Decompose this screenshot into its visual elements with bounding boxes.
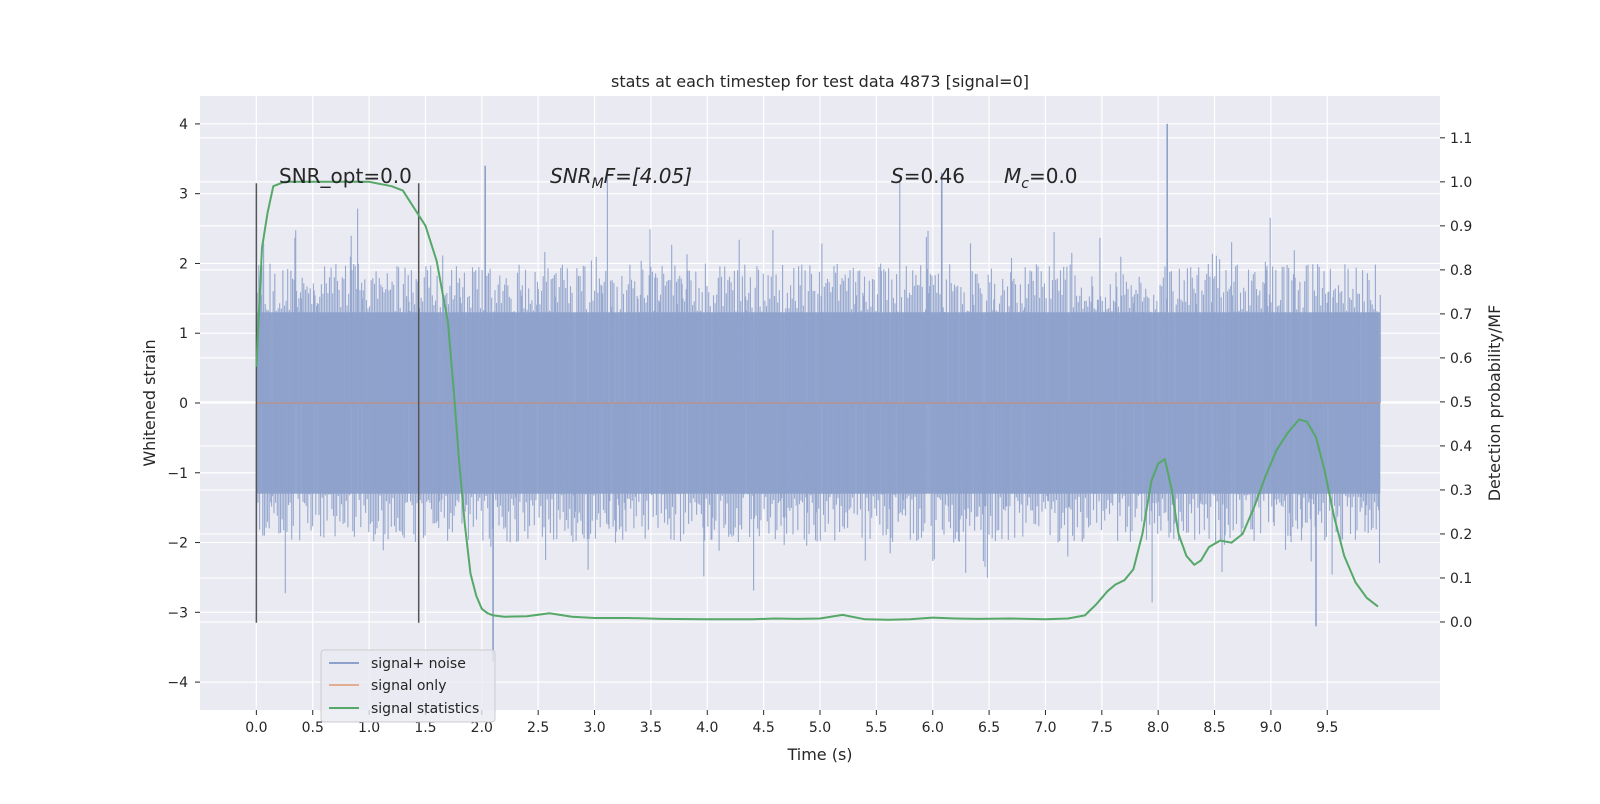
x-tick-label: 0.0 xyxy=(245,720,267,736)
annotation-s: S=0.46 xyxy=(891,164,965,188)
x-tick-label: 4.0 xyxy=(696,720,718,736)
y-tick-label-right: 0.4 xyxy=(1450,439,1472,455)
x-tick-label: 6.0 xyxy=(922,720,944,736)
y-tick-label-left: −1 xyxy=(167,466,188,482)
y-tick-label-right: 0.3 xyxy=(1450,483,1472,499)
x-tick-label: 3.0 xyxy=(583,720,605,736)
y-tick-label-right: 1.1 xyxy=(1450,131,1472,147)
y-axis-label-right: Detection probability/MF xyxy=(1485,305,1504,502)
annotation-snr-mf-sub: M xyxy=(592,176,604,192)
y-tick-label-right: 0.2 xyxy=(1450,527,1472,543)
legend-label-signal-statistics: signal statistics xyxy=(371,701,479,717)
y-tick-label-right: 0.5 xyxy=(1450,395,1472,411)
y-axis-label-left: Whitened strain xyxy=(140,339,159,466)
x-tick-label: 2.0 xyxy=(471,720,493,736)
annotation-snr-mf-rest: F=[4.05] xyxy=(604,164,692,188)
y-tick-label-left: 3 xyxy=(179,187,188,203)
x-tick-label: 9.5 xyxy=(1316,720,1338,736)
y-tick-label-right: 0.8 xyxy=(1450,263,1472,279)
y-tick-label-left: −4 xyxy=(167,675,188,691)
x-tick-label: 8.5 xyxy=(1203,720,1225,736)
annotation-mc: Mc=0.0 xyxy=(1004,164,1078,192)
x-tick-label: 5.5 xyxy=(865,720,887,736)
x-tick-label: 6.5 xyxy=(978,720,1000,736)
annotation-s-rest: =0.46 xyxy=(904,164,965,188)
legend-label-signal-noise: signal+ noise xyxy=(371,656,466,672)
x-tick-label: 1.0 xyxy=(358,720,380,736)
y-tick-label-right: 0.0 xyxy=(1450,615,1472,631)
x-axis-label: Time (s) xyxy=(786,745,852,764)
x-tick-label: 8.0 xyxy=(1147,720,1169,736)
x-tick-label: 2.5 xyxy=(527,720,549,736)
chart-title: stats at each timestep for test data 487… xyxy=(611,72,1029,91)
y-tick-label-left: 4 xyxy=(179,117,188,133)
x-tick-label: 4.5 xyxy=(753,720,775,736)
annotation-snr-mf: SNRMF=[4.05] xyxy=(550,164,692,192)
signal-statistics-series xyxy=(255,180,1379,621)
x-tick-label: 3.5 xyxy=(640,720,662,736)
y-tick-label-right: 0.7 xyxy=(1450,307,1472,323)
x-tick-label: 0.5 xyxy=(302,720,324,736)
x-tick-label: 9.0 xyxy=(1260,720,1282,736)
x-tick-label: 7.5 xyxy=(1091,720,1113,736)
y-ticks-right: 1.1 1.0 0.9 0.8 0.7 0.6 0.5 0.4 0.3 0.2 0.1 0.0 xyxy=(1440,131,1472,631)
annotation-snr-opt: SNR_opt=0.0 xyxy=(279,164,412,188)
annotation-s-main: S xyxy=(891,164,904,188)
y-tick-label-left: −2 xyxy=(167,536,188,552)
y-ticks-left: 4 3 2 1 0 −1 −2 −3 −4 xyxy=(167,117,200,691)
legend: signal+ noise signal only signal statist… xyxy=(320,649,496,723)
legend-label-signal-only: signal only xyxy=(371,678,446,694)
legend-box xyxy=(320,649,496,723)
annotation-mc-main: M xyxy=(1004,164,1021,188)
x-ticks: 0.0 0.5 1.0 1.5 2.0 2.5 3.0 3.5 4.0 4.5 5.0 5.5 6.0 6… xyxy=(245,710,1338,736)
x-tick-label: 5.0 xyxy=(809,720,831,736)
y-tick-label-left: 0 xyxy=(179,396,188,412)
y-tick-label-left: 2 xyxy=(179,256,188,272)
annotation-mc-sub: c xyxy=(1021,176,1029,192)
y-tick-label-left: 1 xyxy=(179,326,188,342)
y-tick-label-right: 0.9 xyxy=(1450,219,1472,235)
signal-statistics-line xyxy=(255,180,1379,621)
window-markers xyxy=(255,183,420,623)
y-tick-label-right: 1.0 xyxy=(1450,175,1472,191)
y-tick-label-right: 0.6 xyxy=(1450,351,1472,367)
annotation-snr-mf-main: SNR xyxy=(550,164,592,188)
x-tick-label: 7.0 xyxy=(1034,720,1056,736)
x-tick-label: 1.5 xyxy=(414,720,436,736)
y-tick-label-right: 0.1 xyxy=(1450,571,1472,587)
annotation-mc-rest: =0.0 xyxy=(1029,164,1078,188)
y-tick-label-left: −3 xyxy=(167,605,188,621)
